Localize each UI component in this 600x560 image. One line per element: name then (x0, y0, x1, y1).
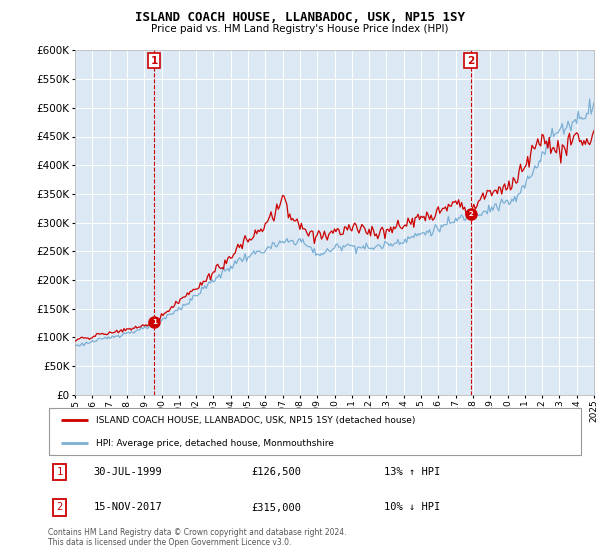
Text: 30-JUL-1999: 30-JUL-1999 (94, 467, 162, 477)
Text: Price paid vs. HM Land Registry's House Price Index (HPI): Price paid vs. HM Land Registry's House … (151, 24, 449, 34)
Text: 1: 1 (152, 319, 157, 325)
Text: ISLAND COACH HOUSE, LLANBADOC, USK, NP15 1SY: ISLAND COACH HOUSE, LLANBADOC, USK, NP15… (135, 11, 465, 24)
Text: 1: 1 (151, 55, 158, 66)
Text: 2: 2 (468, 211, 473, 217)
FancyBboxPatch shape (49, 408, 581, 455)
Text: 13% ↑ HPI: 13% ↑ HPI (385, 467, 440, 477)
Text: ISLAND COACH HOUSE, LLANBADOC, USK, NP15 1SY (detached house): ISLAND COACH HOUSE, LLANBADOC, USK, NP15… (96, 416, 415, 425)
Text: 2: 2 (467, 55, 474, 66)
Text: 2: 2 (56, 502, 63, 512)
Text: 1: 1 (56, 467, 63, 477)
Text: HPI: Average price, detached house, Monmouthshire: HPI: Average price, detached house, Monm… (96, 438, 334, 447)
Text: Contains HM Land Registry data © Crown copyright and database right 2024.
This d: Contains HM Land Registry data © Crown c… (48, 528, 347, 547)
Text: 15-NOV-2017: 15-NOV-2017 (94, 502, 162, 512)
Text: £126,500: £126,500 (251, 467, 301, 477)
Text: £315,000: £315,000 (251, 502, 301, 512)
Text: 10% ↓ HPI: 10% ↓ HPI (385, 502, 440, 512)
